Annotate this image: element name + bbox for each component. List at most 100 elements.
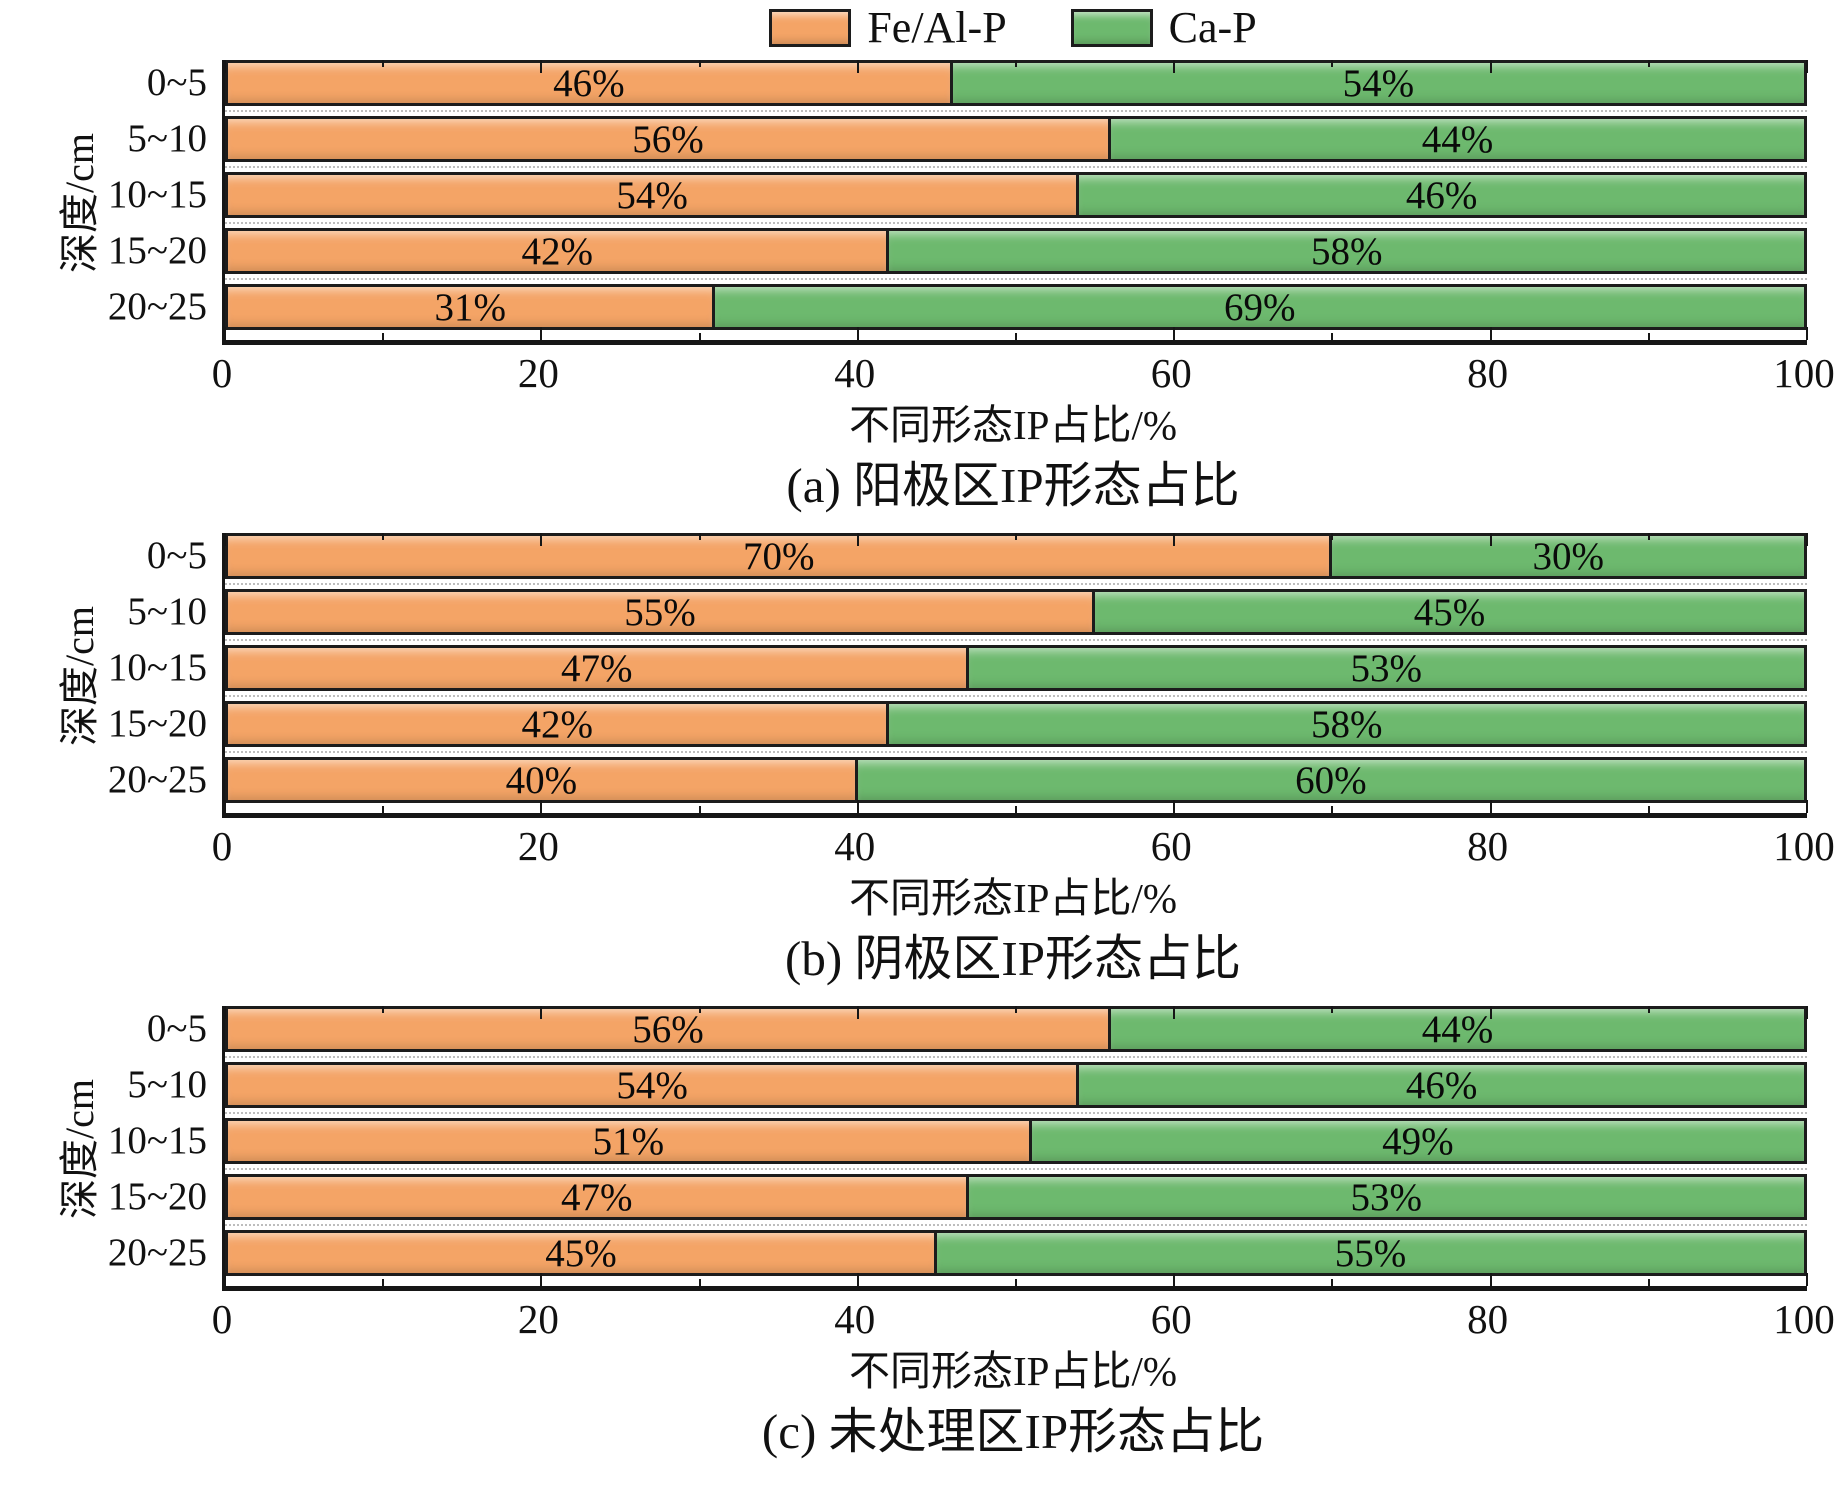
- y-axis-label: 深度/cm: [56, 605, 102, 746]
- x-axis-tick-mark: [540, 1006, 543, 1019]
- y-axis-tick-label: 5~10: [127, 1063, 207, 1106]
- x-axis-tick-mark: [1489, 533, 1492, 546]
- x-axis-tick-label: 80: [1467, 823, 1509, 869]
- stacked-bar: 45% 55%: [225, 1230, 1807, 1276]
- row-divider: [225, 1108, 1807, 1118]
- row-divider: [225, 274, 1807, 284]
- x-axis-tick-mark: [1489, 1006, 1492, 1019]
- x-axis-tick-mark: [1806, 800, 1808, 813]
- legend-item-ca-p: Ca-P: [1070, 6, 1257, 50]
- stacked-bar: 56% 44%: [225, 1006, 1807, 1052]
- x-axis-tick-mark: [1647, 60, 1650, 67]
- x-axis-tick-label: 0: [211, 823, 233, 869]
- chart-a: 深度/cm 0~5 46% 54% 5~10 56% 44% 10~15 54% 46% 15~2…: [0, 60, 1846, 515]
- chart-row: 20~25 45% 55%: [108, 1230, 1807, 1276]
- legend-swatch-fe-al-p-icon: [769, 9, 852, 47]
- legend-label-fe-al-p: Fe/Al-P: [867, 3, 1007, 52]
- x-axis-tick-mark: [1489, 1273, 1492, 1286]
- x-axis-tick-mark: [856, 800, 859, 813]
- x-axis-tick-mark: [1015, 806, 1017, 813]
- bar-segment-fe-al-p: 55%: [225, 589, 1096, 635]
- x-axis-tick-mark: [856, 60, 859, 73]
- row-divider: [225, 162, 1807, 172]
- x-axis-tick-label: 60: [1150, 823, 1192, 869]
- bar-segment-ca-p: 44%: [1110, 1006, 1807, 1052]
- stacked-bar: 56% 44%: [225, 116, 1807, 162]
- x-axis-tick-label: 100: [1773, 350, 1835, 396]
- bar-segment-fe-al-p: 45%: [225, 1230, 937, 1276]
- chart-row: 0~5 70% 30%: [147, 533, 1807, 579]
- legend-item-fe-al-p: Fe/Al-P: [769, 3, 1007, 52]
- x-axis-tick-mark: [856, 533, 859, 546]
- stacked-bar: 46% 54%: [225, 60, 1807, 106]
- chart-row: 0~5 56% 44%: [147, 1006, 1807, 1052]
- x-axis-tick-mark: [382, 806, 385, 813]
- bar-segment-fe-al-p: 42%: [225, 701, 890, 747]
- chart-row: 5~10 56% 44%: [127, 116, 1807, 162]
- x-axis-tick-label: 0: [211, 350, 233, 396]
- x-axis-tick-mark: [540, 533, 543, 546]
- x-axis-tick-mark: [540, 1273, 543, 1286]
- x-axis-tick-mark: [1647, 1279, 1650, 1286]
- x-axis-tick-mark: [1173, 60, 1176, 73]
- bar-segment-fe-al-p: 54%: [225, 1062, 1080, 1108]
- bar-segment-ca-p: 53%: [968, 645, 1807, 691]
- bar-value-label: 47%: [561, 646, 633, 690]
- plot-area-b: 0~5 70% 30% 5~10 55% 45% 10~15 47% 53% 15~20 42% 58…: [108, 533, 1808, 818]
- bar-value-label: 54%: [616, 1063, 688, 1107]
- x-axis-tick-mark: [698, 1006, 701, 1013]
- x-axis-tick-mark: [1331, 806, 1334, 813]
- plot-wrap-a: 深度/cm 0~5 46% 54% 5~10 56% 44% 10~15 54% 46% 15~2…: [0, 60, 1846, 345]
- row-divider: [225, 579, 1807, 589]
- x-axis-tick-mark: [540, 800, 543, 813]
- x-axis-tick-mark: [1173, 327, 1176, 340]
- x-axis-tick-mark: [1015, 333, 1017, 340]
- x-axis-tick-mark: [224, 60, 226, 73]
- bar-value-label: 56%: [632, 1007, 704, 1051]
- bar-value-label: 46%: [1405, 1063, 1478, 1107]
- x-axis-tick-mark: [382, 1279, 385, 1286]
- bar-segment-fe-al-p: 56%: [225, 1006, 1111, 1052]
- x-axis-tick-mark: [1489, 60, 1492, 73]
- bar-segment-ca-p: 54%: [952, 60, 1807, 106]
- y-axis-tick-label: 15~20: [107, 229, 207, 272]
- bar-value-label: 47%: [561, 1175, 633, 1219]
- x-axis-b: 0 20 40 60 80 100: [212, 818, 1835, 874]
- stacked-bar: 51% 49%: [225, 1118, 1807, 1164]
- x-axis-tick-label: 20: [517, 350, 559, 396]
- bar-segment-fe-al-p: 46%: [225, 60, 953, 106]
- stacked-bar: 42% 58%: [225, 701, 1807, 747]
- bar-value-label: 56%: [632, 117, 704, 161]
- chart-row: 15~20 47% 53%: [108, 1174, 1807, 1220]
- x-axis-tick-mark: [698, 806, 701, 813]
- x-axis-tick-mark: [1015, 60, 1017, 67]
- x-axis-tick-mark: [382, 1006, 385, 1013]
- stacked-bar: 47% 53%: [225, 645, 1807, 691]
- x-axis-tick-mark: [1489, 327, 1492, 340]
- y-axis-tick-label: 20~25: [107, 758, 207, 801]
- stacked-bar: 40% 60%: [225, 757, 1807, 803]
- chart-row: 10~15 51% 49%: [108, 1118, 1807, 1164]
- row-divider: [225, 1164, 1807, 1174]
- bar-segment-ca-p: 69%: [715, 284, 1807, 330]
- chart-row: 15~20 42% 58%: [108, 701, 1807, 747]
- y-axis-tick-label: 5~10: [127, 117, 207, 160]
- bar-value-label: 54%: [1342, 61, 1415, 105]
- x-axis-tick-mark: [224, 533, 226, 546]
- x-axis-tick-mark: [1015, 533, 1017, 540]
- bar-segment-ca-p: 53%: [968, 1174, 1807, 1220]
- bar-segment-fe-al-p: 70%: [225, 533, 1333, 579]
- bar-value-label: 45%: [1413, 590, 1486, 634]
- y-axis-tick-label: 5~10: [127, 590, 207, 633]
- x-axis-tick-mark: [382, 333, 385, 340]
- y-axis-tick-label: 15~20: [107, 702, 207, 745]
- x-axis-tick-mark: [1173, 1006, 1176, 1019]
- x-axis-tick-label: 80: [1467, 1296, 1509, 1342]
- x-axis-tick-mark: [1331, 60, 1334, 67]
- x-axis-tick-label: 80: [1467, 350, 1509, 396]
- bar-value-label: 40%: [505, 758, 578, 802]
- x-axis-tick-label: 100: [1773, 1296, 1835, 1342]
- x-axis-tick-mark: [698, 533, 701, 540]
- x-axis-tick-mark: [1647, 1006, 1650, 1013]
